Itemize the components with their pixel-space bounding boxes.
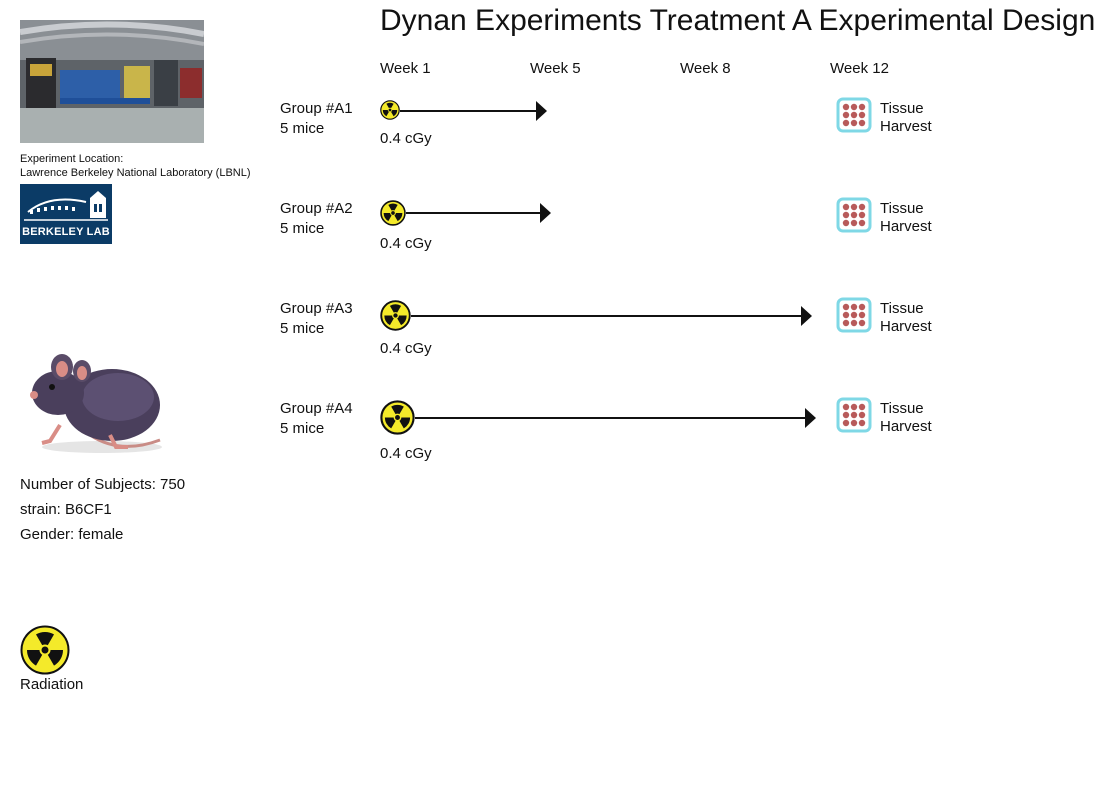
berkeley-lab-logo: BERKELEY LAB — [20, 184, 112, 244]
timeline-arrow — [411, 305, 816, 327]
dose-label: 0.4 cGy — [380, 235, 432, 252]
timeline-arrow — [415, 407, 820, 429]
radiation-icon — [380, 200, 406, 226]
harvest-line-2: Harvest — [880, 418, 932, 435]
tissue-harvest-icon — [836, 297, 872, 333]
harvest-line-1: Tissue — [880, 100, 924, 117]
radiation-icon — [380, 100, 400, 120]
harvest-line-2: Harvest — [880, 318, 932, 335]
group-size: 5 mice — [280, 420, 325, 437]
harvest-label: Tissue Harvest — [880, 200, 932, 236]
harvest-line-2: Harvest — [880, 218, 932, 235]
timeline-arrow — [406, 202, 556, 224]
tissue-harvest-icon — [836, 197, 872, 233]
group-size: 5 mice — [280, 220, 325, 237]
legend-radiation-label: Radiation — [20, 676, 84, 693]
harvest-line-1: Tissue — [880, 200, 924, 217]
harvest-line-1: Tissue — [880, 400, 924, 417]
group-a4-label: Group #A4 5 mice — [280, 399, 353, 439]
group-name: Group #A2 — [280, 200, 353, 217]
harvest-label: Tissue Harvest — [880, 400, 932, 436]
week-1-label: Week 1 — [380, 60, 431, 77]
group-a2-label: Group #A2 5 mice — [280, 199, 353, 239]
dose-label: 0.4 cGy — [380, 340, 432, 357]
timeline-arrow — [400, 100, 550, 122]
group-name: Group #A4 — [280, 400, 353, 417]
mouse-illustration — [20, 345, 170, 460]
harvest-line-1: Tissue — [880, 300, 924, 317]
harvest-label: Tissue Harvest — [880, 100, 932, 136]
tissue-harvest-icon — [836, 397, 872, 433]
location-label: Experiment Location: — [20, 153, 124, 165]
subject-gender: Gender: female — [20, 526, 124, 543]
radiation-icon — [380, 400, 415, 435]
group-name: Group #A3 — [280, 300, 353, 317]
group-a1-label: Group #A1 5 mice — [280, 99, 353, 139]
harvest-line-2: Harvest — [880, 118, 932, 135]
group-a3-label: Group #A3 5 mice — [280, 299, 353, 339]
subject-strain: strain: B6CF1 — [20, 501, 112, 518]
dose-label: 0.4 cGy — [380, 445, 432, 462]
radiation-icon — [380, 300, 411, 331]
group-name: Group #A1 — [280, 100, 353, 117]
harvest-label: Tissue Harvest — [880, 300, 932, 336]
location-info: Experiment Location: Lawrence Berkeley N… — [20, 152, 251, 180]
tissue-harvest-icon — [836, 97, 872, 133]
subject-count: Number of Subjects: 750 — [20, 476, 186, 493]
location-name: Lawrence Berkeley National Laboratory (L… — [20, 167, 251, 179]
week-5-label: Week 5 — [530, 60, 581, 77]
dose-label: 0.4 cGy — [380, 130, 432, 147]
page-title: Dynan Experiments Treatment A Experiment… — [380, 4, 1096, 37]
lab-photo — [20, 20, 204, 143]
group-size: 5 mice — [280, 320, 325, 337]
group-size: 5 mice — [280, 120, 325, 137]
logo-text: BERKELEY LAB — [22, 226, 110, 238]
week-8-label: Week 8 — [680, 60, 731, 77]
radiation-icon — [20, 625, 70, 675]
week-12-label: Week 12 — [830, 60, 889, 77]
